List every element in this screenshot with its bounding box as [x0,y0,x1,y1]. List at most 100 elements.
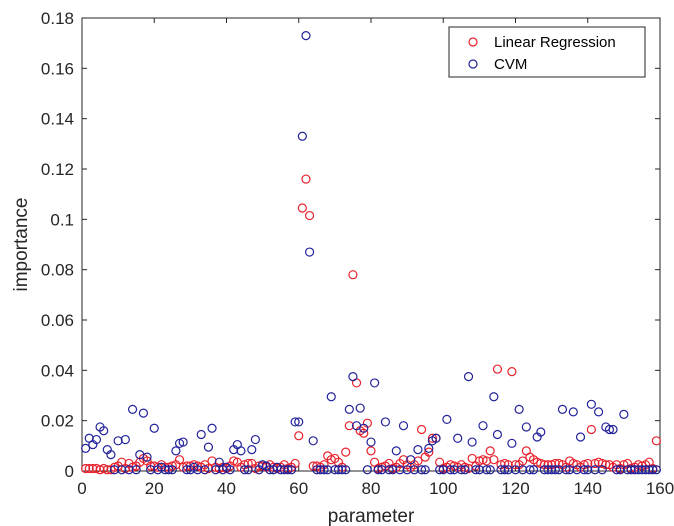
data-point [146,461,156,471]
data-point [113,436,123,446]
data-point [109,465,120,475]
data-point [326,392,336,402]
data-point [572,465,582,475]
data-point [460,465,470,475]
data-point [438,465,448,475]
data-point [81,463,91,474]
data-point [648,465,658,475]
data-point [586,399,596,409]
data-point [91,434,102,445]
data-point [203,442,214,452]
data-point [207,423,217,433]
data-point [301,31,311,41]
data-point [630,465,640,475]
series-1 [81,31,661,475]
data-points [81,31,661,475]
data-point [456,465,466,475]
data-point [482,456,492,466]
data-point [637,465,647,475]
y-tick-label: 0 [65,462,74,481]
data-point [301,174,311,184]
data-point [474,465,484,475]
data-point [565,465,575,475]
data-point [424,447,434,457]
data-point [341,447,351,457]
data-point [427,433,438,443]
y-tick-label: 0.1 [50,210,74,229]
data-point [276,465,286,475]
data-point [583,465,593,475]
data-point [402,465,412,475]
data-point [377,465,387,475]
data-point [388,465,398,475]
data-point [489,455,499,465]
data-point [413,445,423,455]
data-point [471,465,481,475]
data-point [492,429,503,440]
data-point [575,432,586,442]
data-point [312,465,322,475]
data-point [200,465,210,475]
data-point [507,438,517,448]
data-point [604,424,615,435]
data-point [308,436,318,446]
plot-area [81,17,661,472]
data-point [160,465,170,475]
data-point [478,421,488,431]
data-point [117,465,127,475]
data-point [612,465,622,475]
legend-marker [468,37,478,47]
x-tick-label: 140 [574,479,602,498]
y-axis-label: importance [11,198,32,292]
y-axis: 0 0.02 0.04 0.06 0.08 0.1 0.12 0.14 0.16 0.18 [41,9,660,481]
data-point [593,407,604,417]
data-point [348,270,358,280]
data-point [518,465,528,475]
data-point [442,414,452,425]
data-point [142,452,152,462]
data-point [619,409,629,419]
x-tick-label: 120 [501,479,529,498]
x-axis: 0 20 40 60 80 100 120 140 160 [77,18,674,498]
data-point [149,423,159,433]
x-tick-label: 100 [429,479,457,498]
data-point [333,465,344,475]
data-point [561,465,571,475]
data-point [608,424,618,435]
data-point [214,457,224,467]
data-point [514,404,524,414]
data-point [337,465,347,475]
data-point [467,437,477,447]
data-point [590,465,600,475]
data-point [453,433,463,443]
data-point [81,443,91,453]
legend-marker [468,59,478,69]
y-tick-label: 0.12 [41,160,74,179]
data-point [286,465,297,475]
data-point [84,463,94,474]
data-point [297,131,307,141]
data-point [395,465,405,475]
data-point [518,456,528,466]
data-point [539,465,550,475]
y-tick-label: 0.04 [41,361,74,380]
data-point [651,436,661,446]
data-point [146,465,156,475]
data-point [409,465,419,475]
data-point [341,465,351,475]
x-tick-label: 0 [77,479,86,498]
data-point [239,465,250,475]
data-point [597,465,607,475]
legend-box [448,26,646,78]
data-point [492,364,503,374]
data-point [554,465,564,475]
data-point [503,465,513,475]
data-point [330,465,340,475]
x-tick-label: 20 [145,479,164,498]
data-point [510,460,521,470]
data-point [413,456,423,466]
y-tick-label: 0.08 [41,261,74,280]
data-point [500,465,510,475]
data-point [164,465,174,475]
data-point [370,378,380,388]
